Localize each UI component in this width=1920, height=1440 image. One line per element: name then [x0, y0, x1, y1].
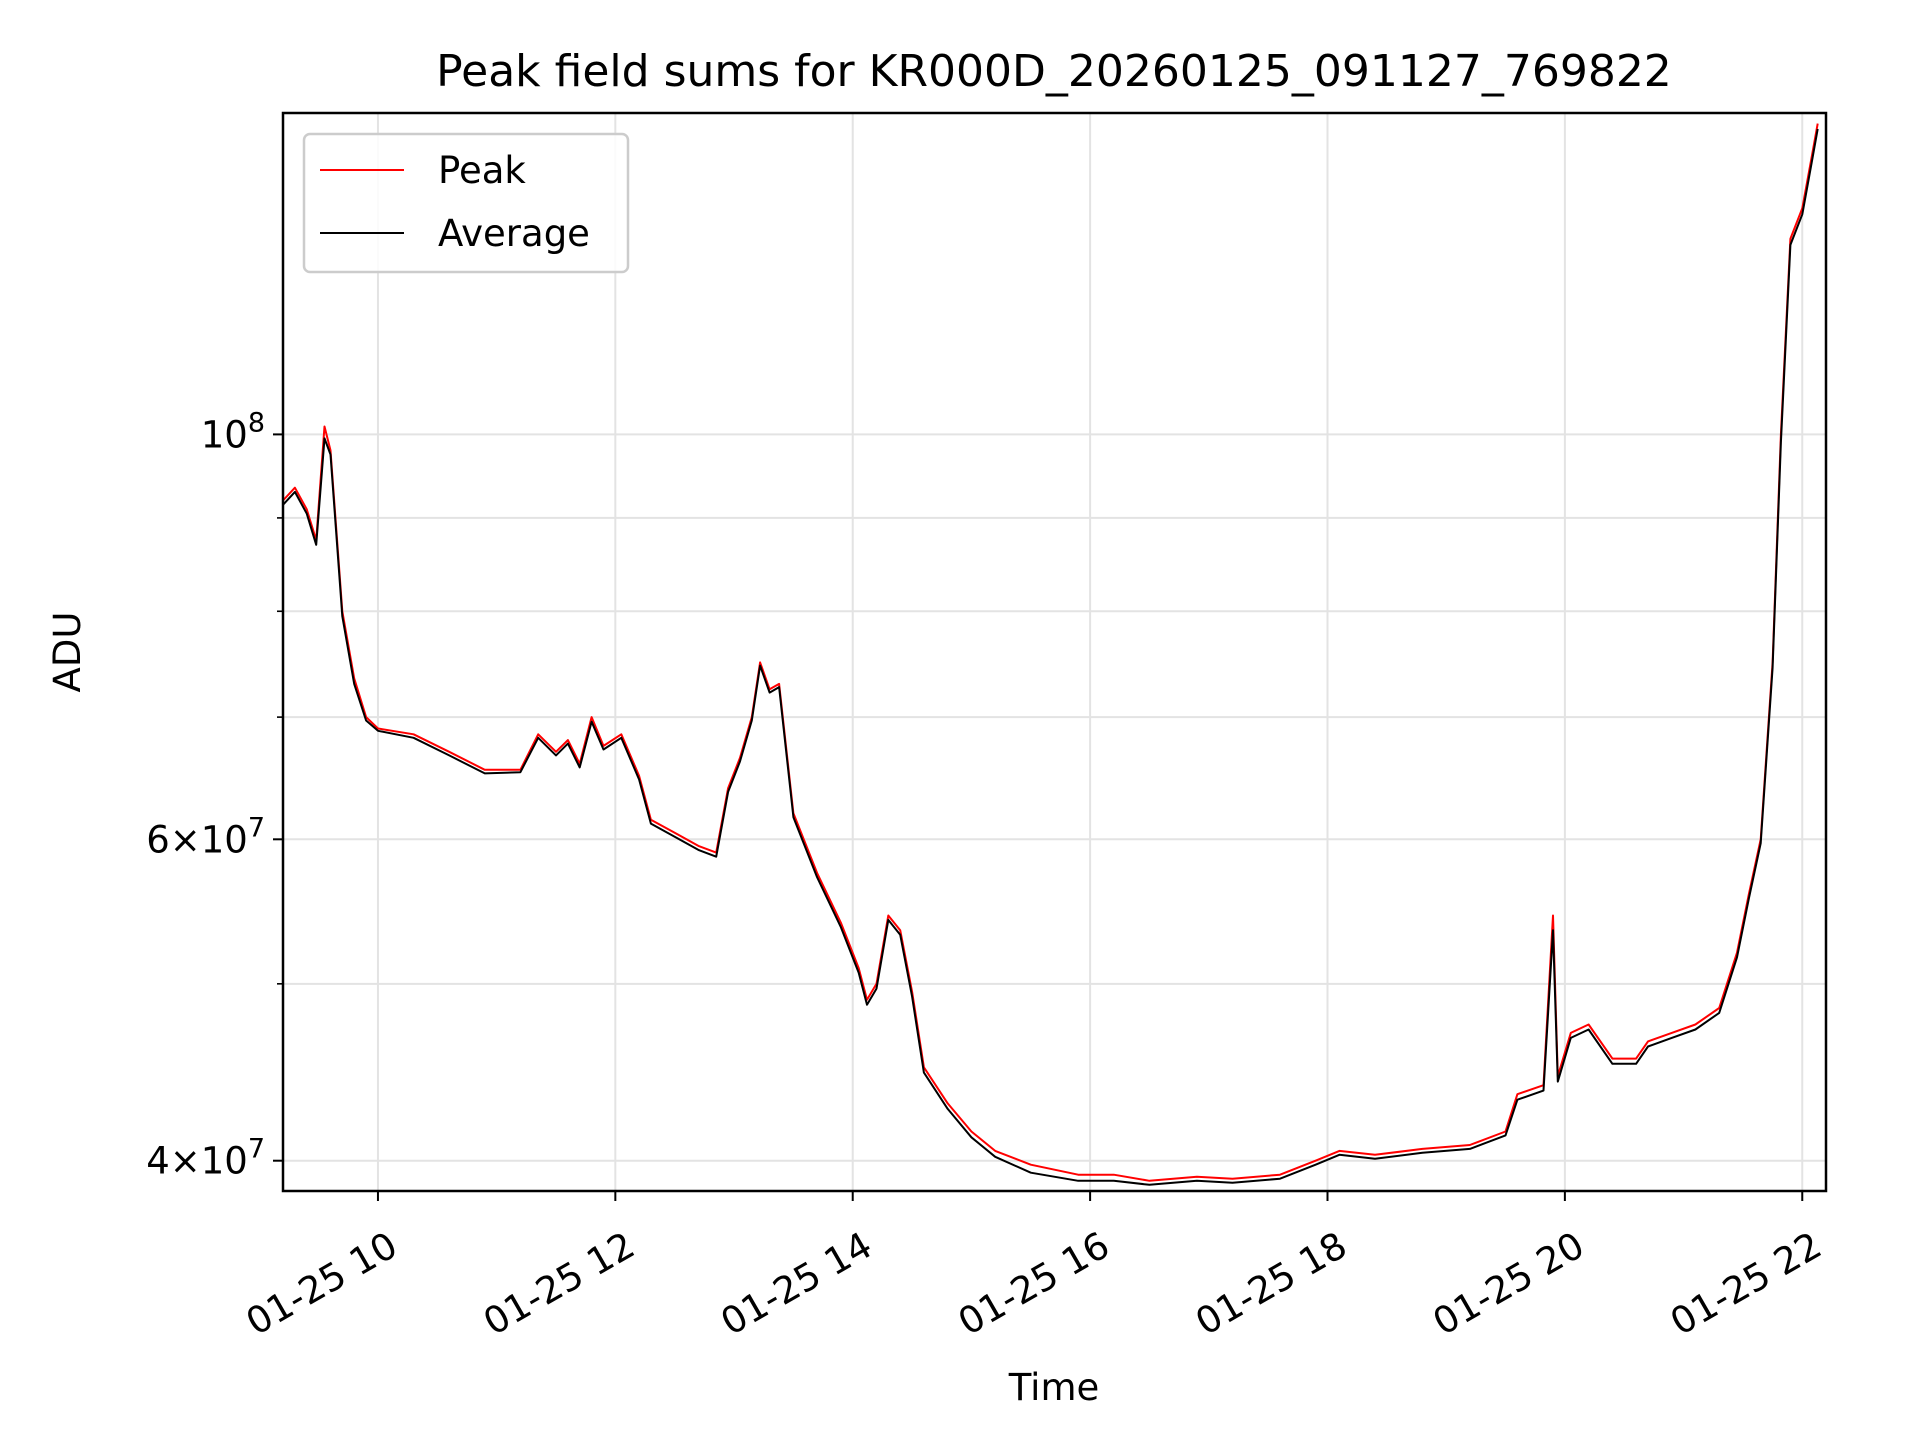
y-axis-label: ADU	[46, 612, 89, 693]
legend-box	[302, 132, 630, 274]
legend-label-peak: Peak	[438, 149, 526, 192]
y-tick-label: 108	[201, 407, 265, 456]
legend-label-average: Average	[438, 212, 590, 255]
series-line-average	[282, 128, 1819, 1186]
series-line-peak	[282, 123, 1819, 1182]
chart-title: Peak field sums for KR000D_20260125_0911…	[436, 46, 1672, 97]
grid-layer	[283, 113, 1826, 1191]
y-axis-ticks: 108 6×107 4×107	[146, 407, 283, 1183]
x-axis-label: Time	[1008, 1366, 1100, 1409]
y-tick-label: 4×107	[146, 1134, 265, 1183]
y-tick-label: 6×107	[146, 812, 265, 861]
legend: Peak Average	[302, 132, 630, 274]
plot-frame	[281, 111, 1828, 1193]
series-layer	[282, 123, 1819, 1186]
